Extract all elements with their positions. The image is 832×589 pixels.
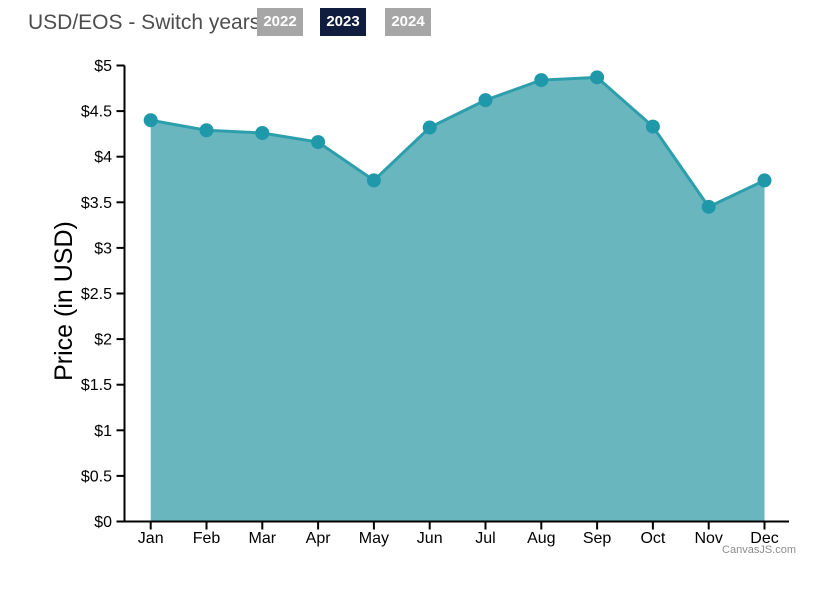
x-tick-label: Apr <box>306 530 332 547</box>
x-tick-label: May <box>359 530 389 547</box>
y-tick-label: $1.5 <box>81 377 112 394</box>
x-tick-label: Feb <box>193 530 221 547</box>
y-tick-label: $4 <box>94 149 112 166</box>
data-point-marker[interactable] <box>534 73 549 88</box>
x-tick-label: Jul <box>475 530 495 547</box>
data-point-marker[interactable] <box>757 173 772 188</box>
y-axis-title: Price (in USD) <box>50 221 78 381</box>
y-tick-label: $4.5 <box>81 104 112 121</box>
data-point-marker[interactable] <box>590 70 605 85</box>
data-point-marker[interactable] <box>478 93 493 108</box>
data-point-marker[interactable] <box>645 119 660 134</box>
data-point-marker[interactable] <box>143 113 158 128</box>
x-tick-label: Sep <box>583 530 612 547</box>
x-tick-label: Nov <box>694 530 722 547</box>
y-tick-label: $5 <box>94 58 112 75</box>
area-fill <box>150 77 765 522</box>
y-tick-label: $2.5 <box>81 286 112 303</box>
y-tick-label: $0.5 <box>81 468 112 485</box>
y-tick-label: $1 <box>94 423 112 440</box>
x-tick-label: Mar <box>249 530 277 547</box>
year-button-2[interactable]: 2024 <box>385 8 431 36</box>
year-button-1[interactable]: 2023 <box>320 8 366 36</box>
data-point-marker[interactable] <box>422 120 437 135</box>
price-line <box>149 75 766 209</box>
chart-title: USD/EOS - Switch years: <box>28 11 267 34</box>
y-tick-label: $3 <box>94 240 112 257</box>
x-tick-label: Jan <box>138 530 164 547</box>
data-point-marker[interactable] <box>701 199 716 214</box>
canvasjs-watermark[interactable]: CanvasJS.com <box>722 544 796 556</box>
y-tick-label: $3.5 <box>81 195 112 212</box>
y-tick-label: $2 <box>94 332 112 349</box>
x-tick-label: Jun <box>417 530 443 547</box>
y-tick-label: $0 <box>94 514 112 531</box>
data-point-marker[interactable] <box>366 173 381 188</box>
data-point-marker[interactable] <box>311 135 326 150</box>
x-tick-label: Dec <box>750 530 778 547</box>
data-point-marker[interactable] <box>199 123 214 138</box>
data-point-marker[interactable] <box>255 125 270 140</box>
year-button-0[interactable]: 2022 <box>257 8 303 36</box>
x-tick-label: Oct <box>640 530 665 547</box>
x-tick-label: Aug <box>527 530 555 547</box>
